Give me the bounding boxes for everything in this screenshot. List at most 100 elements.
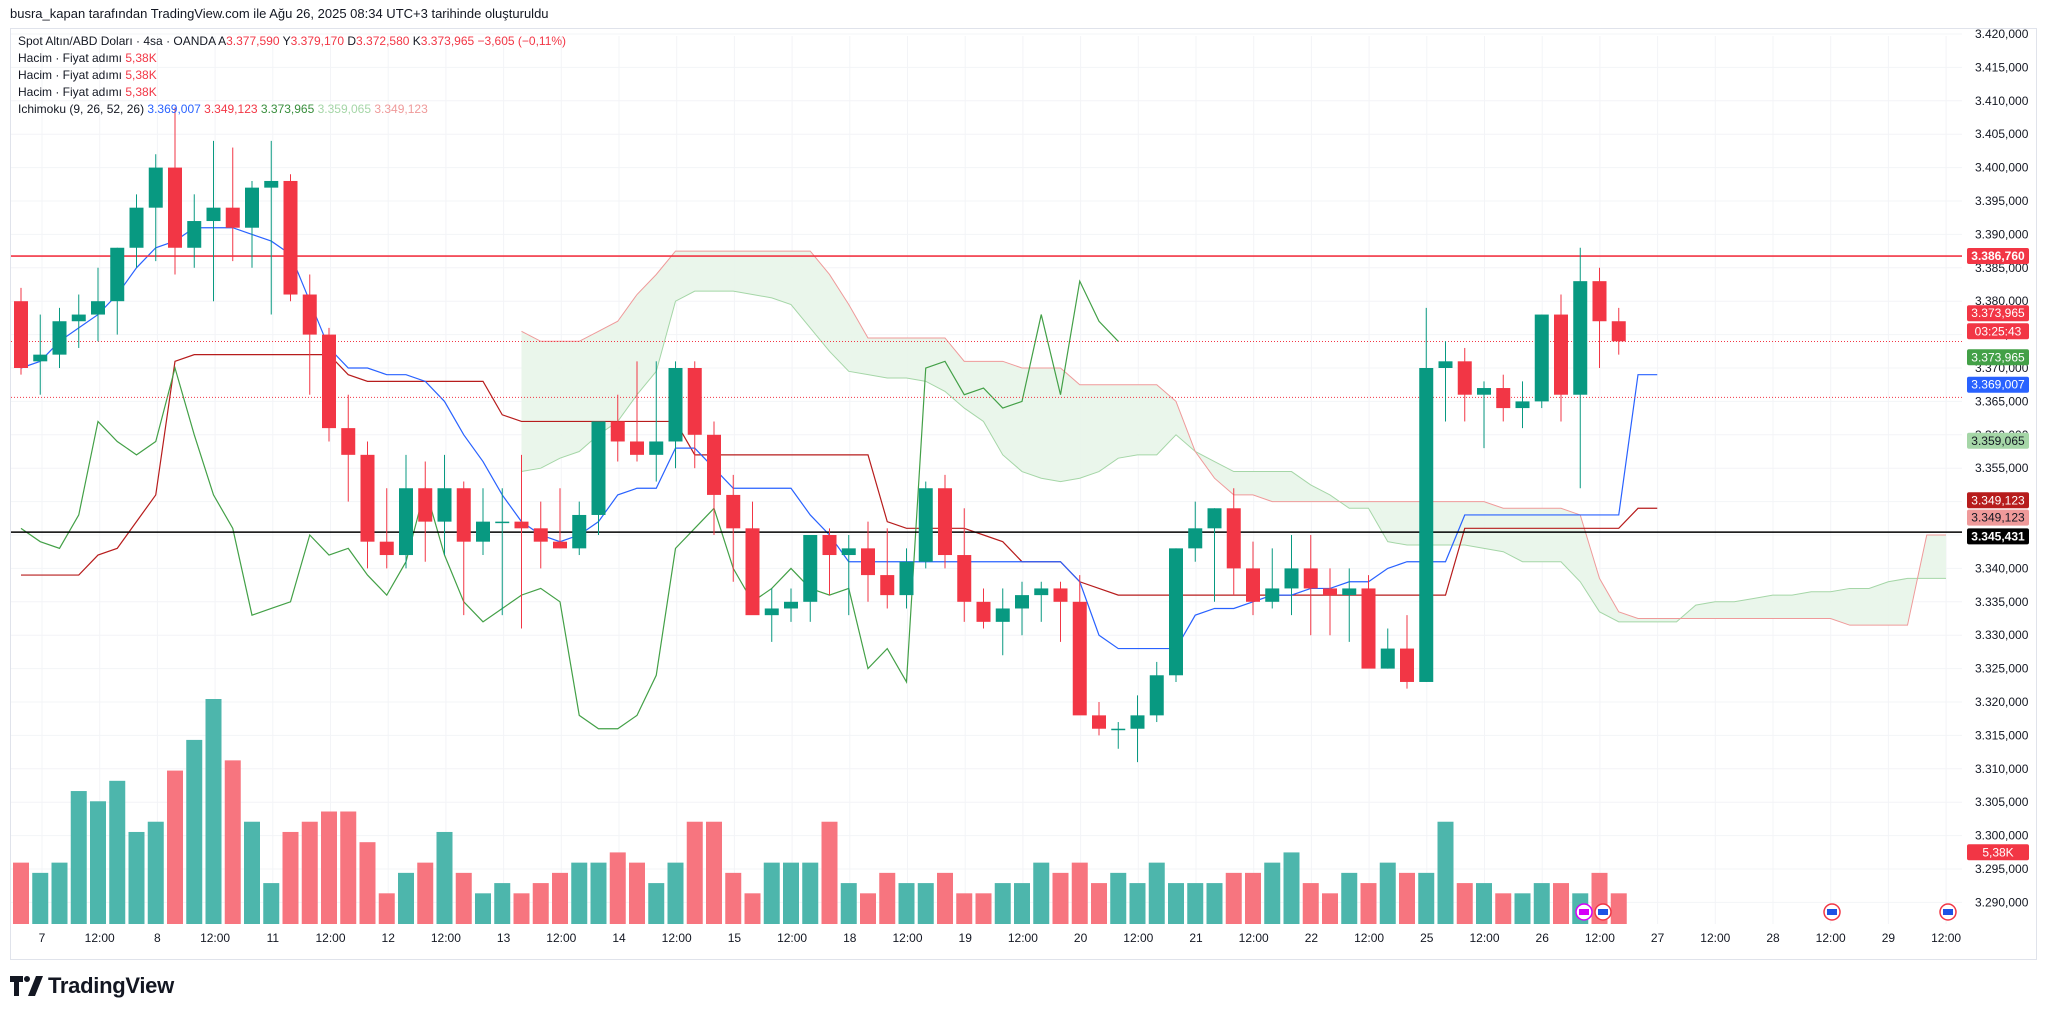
price-tag-spanB[interactable] bbox=[1967, 509, 2029, 526]
price-tag-last[interactable] bbox=[1967, 305, 2029, 322]
candle-body[interactable] bbox=[726, 494, 741, 529]
candle-body[interactable] bbox=[1400, 648, 1414, 682]
candle-body[interactable] bbox=[1438, 361, 1453, 368]
candle-body[interactable] bbox=[841, 548, 856, 556]
price-tag-support[interactable] bbox=[1967, 528, 2029, 545]
candle-body[interactable] bbox=[399, 488, 413, 556]
volume-indicator-row[interactable]: Hacim · Fiyat adımı 5,38K bbox=[18, 84, 566, 101]
candle-body[interactable] bbox=[1207, 508, 1222, 529]
candle-body[interactable] bbox=[264, 180, 279, 188]
candle-body[interactable] bbox=[1592, 281, 1607, 322]
candle-body[interactable] bbox=[1303, 568, 1318, 589]
candle-body[interactable] bbox=[899, 561, 914, 596]
candle-body[interactable] bbox=[341, 428, 356, 455]
candle-body[interactable] bbox=[918, 488, 933, 562]
candle-body[interactable] bbox=[630, 441, 644, 455]
candle-body[interactable] bbox=[14, 301, 28, 368]
candle-body[interactable] bbox=[1284, 568, 1299, 589]
indicator-label[interactable]: Hacim · Fiyat adımı bbox=[18, 51, 123, 65]
candle-body[interactable] bbox=[1246, 568, 1260, 602]
candle-body[interactable] bbox=[822, 535, 837, 556]
price-tag-resistance[interactable] bbox=[1967, 248, 2029, 265]
candle-body[interactable] bbox=[1611, 321, 1626, 342]
candle-body[interactable] bbox=[1457, 361, 1472, 395]
candle-body[interactable] bbox=[1169, 548, 1183, 676]
candle-body[interactable] bbox=[206, 207, 221, 222]
candle-body[interactable] bbox=[91, 301, 105, 315]
candle-body[interactable] bbox=[784, 601, 798, 609]
price-tag-spanA[interactable] bbox=[1967, 432, 2029, 449]
candle-body[interactable] bbox=[1072, 601, 1087, 716]
candle-body[interactable] bbox=[1034, 588, 1049, 596]
candle-body[interactable] bbox=[52, 321, 67, 355]
candle-body[interactable] bbox=[283, 180, 298, 295]
candle-body[interactable] bbox=[110, 247, 125, 302]
candle-body[interactable] bbox=[1554, 314, 1568, 395]
candle-body[interactable] bbox=[649, 441, 664, 455]
candle-body[interactable] bbox=[938, 488, 952, 556]
candle-body[interactable] bbox=[880, 575, 895, 596]
candle-body[interactable] bbox=[707, 434, 721, 495]
candle-body[interactable] bbox=[1149, 675, 1164, 716]
candle-body[interactable] bbox=[33, 354, 48, 362]
volume-indicator-row[interactable]: Hacim · Fiyat adımı 5,38K bbox=[18, 67, 566, 84]
candle-body[interactable] bbox=[1323, 588, 1337, 596]
candle-body[interactable] bbox=[745, 528, 760, 616]
candle-body[interactable] bbox=[225, 207, 240, 228]
indicator-label[interactable]: Hacim · Fiyat adımı bbox=[18, 68, 123, 82]
candle-body[interactable] bbox=[995, 608, 1010, 622]
candle-body[interactable] bbox=[1111, 728, 1126, 731]
tradingview-logo[interactable]: TradingView bbox=[10, 972, 174, 1000]
candle-body[interactable] bbox=[668, 368, 683, 442]
candle-body[interactable] bbox=[456, 488, 471, 542]
candle-body[interactable] bbox=[1188, 528, 1203, 549]
candle-body[interactable] bbox=[1361, 588, 1376, 669]
candle-body[interactable] bbox=[1015, 595, 1029, 609]
candle-body[interactable] bbox=[1477, 388, 1491, 395]
candle-body[interactable] bbox=[1265, 588, 1280, 602]
candle-body[interactable] bbox=[514, 521, 529, 529]
price-tag-tenkan[interactable] bbox=[1967, 376, 2029, 393]
candle-body[interactable] bbox=[1342, 588, 1357, 596]
candle-body[interactable] bbox=[553, 541, 567, 549]
price-tag-countdown[interactable] bbox=[1967, 323, 2029, 340]
candle-body[interactable] bbox=[476, 521, 490, 542]
candle-body[interactable] bbox=[302, 294, 317, 335]
candle-body[interactable] bbox=[1226, 508, 1241, 569]
candle-body[interactable] bbox=[71, 314, 86, 322]
candle-body[interactable] bbox=[379, 541, 394, 556]
candle-body[interactable] bbox=[168, 167, 182, 248]
candle-body[interactable] bbox=[1130, 715, 1145, 729]
candle-body[interactable] bbox=[1515, 401, 1530, 409]
candle-body[interactable] bbox=[1053, 588, 1068, 602]
indicator-label[interactable]: Hacim · Fiyat adımı bbox=[18, 85, 123, 99]
candle-body[interactable] bbox=[572, 514, 587, 549]
candle-body[interactable] bbox=[1092, 715, 1106, 729]
candle-body[interactable] bbox=[322, 334, 336, 429]
volume-indicator-row[interactable]: Hacim · Fiyat adımı 5,38K bbox=[18, 50, 566, 67]
symbol-label[interactable]: Spot Altın/ABD Doları · 4sa · OANDA bbox=[18, 34, 216, 48]
candle-body[interactable] bbox=[148, 167, 163, 208]
price-tag-chikou[interactable] bbox=[1967, 349, 2029, 366]
candle-body[interactable] bbox=[1380, 648, 1395, 669]
candle-body[interactable] bbox=[1419, 368, 1434, 682]
candle-body[interactable] bbox=[976, 601, 991, 622]
candle-body[interactable] bbox=[861, 548, 875, 576]
candle-body[interactable] bbox=[610, 421, 625, 442]
candle-body[interactable] bbox=[1496, 388, 1511, 409]
legend-symbol-row[interactable]: Spot Altın/ABD Doları · 4sa · OANDA A3.3… bbox=[18, 33, 566, 50]
ichimoku-row[interactable]: Ichimoku (9, 26, 52, 26) 3.369,007 3.349… bbox=[18, 101, 566, 118]
price-tag-kijun[interactable] bbox=[1967, 492, 2029, 509]
candle-body[interactable] bbox=[1573, 281, 1588, 395]
candle-body[interactable] bbox=[360, 454, 375, 542]
candle-body[interactable] bbox=[957, 555, 972, 602]
candle-body[interactable] bbox=[245, 187, 259, 228]
candle-body[interactable] bbox=[687, 368, 702, 435]
candle-body[interactable] bbox=[764, 608, 779, 616]
candle-body[interactable] bbox=[591, 421, 606, 515]
ichimoku-label[interactable]: Ichimoku (9, 26, 52, 26) bbox=[18, 102, 145, 116]
candle-body[interactable] bbox=[187, 221, 202, 248]
candle-body[interactable] bbox=[418, 488, 433, 522]
candle-body[interactable] bbox=[129, 207, 144, 248]
